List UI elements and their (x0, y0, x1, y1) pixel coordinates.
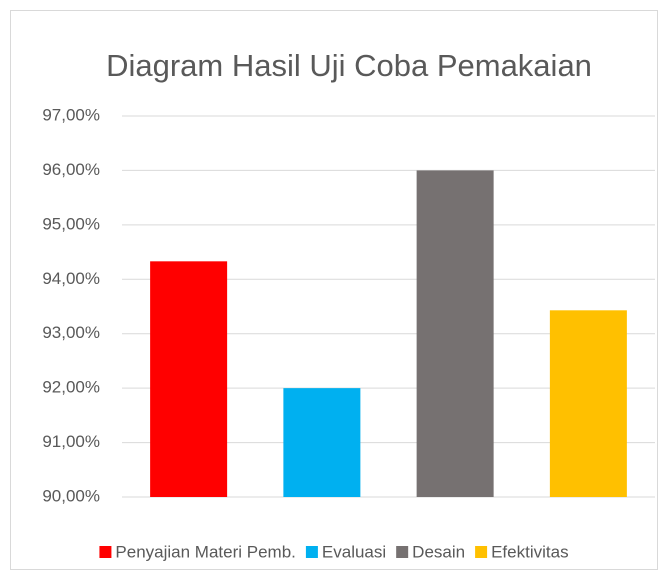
y-tick-label: 94,00% (42, 269, 100, 288)
bar (150, 261, 228, 497)
y-tick-label: 95,00% (42, 214, 100, 233)
bar (416, 170, 494, 497)
y-tick-label: 92,00% (42, 378, 100, 397)
y-tick-label: 91,00% (42, 432, 100, 451)
bar (283, 388, 361, 497)
legend-swatch (475, 546, 488, 558)
y-tick-label: 96,00% (42, 160, 100, 179)
legend-swatch (99, 546, 112, 558)
chart-title: Diagram Hasil Uji Coba Pemakaian (106, 48, 592, 83)
legend-label: Penyajian Materi Pemb. (115, 542, 295, 561)
legend-label: Desain (412, 542, 465, 561)
legend-swatch (396, 546, 409, 558)
y-tick-label: 90,00% (42, 486, 100, 505)
y-tick-label: 93,00% (42, 323, 100, 342)
y-tick-label: 97,00% (42, 105, 100, 124)
legend-label: Efektivitas (491, 542, 568, 561)
legend-swatch (305, 546, 318, 558)
legend-label: Evaluasi (322, 542, 386, 561)
bar (549, 310, 627, 497)
